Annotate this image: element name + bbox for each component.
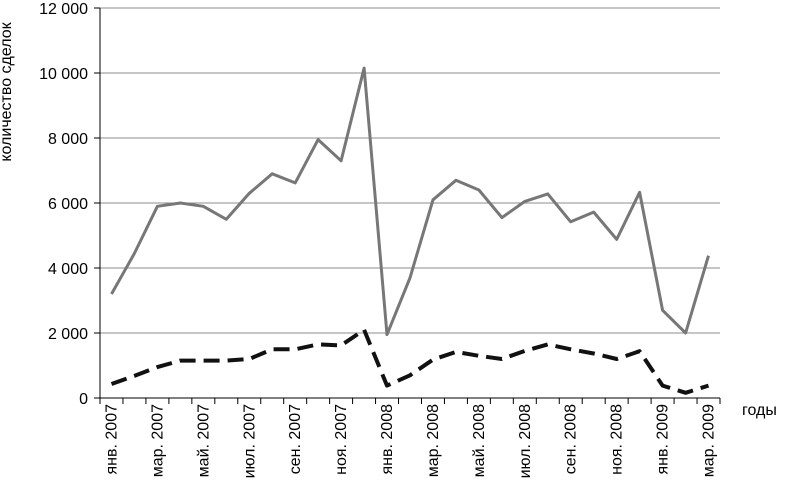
y-tick-label: 2 000 xyxy=(48,326,88,343)
x-tick-label: мар. 2008 xyxy=(425,404,442,477)
x-tick-label: май. 2008 xyxy=(471,404,488,477)
x-tick-label: сен. 2008 xyxy=(563,404,580,474)
x-tick-label: мар. 2007 xyxy=(149,404,166,477)
x-tick-label: янв. 2008 xyxy=(379,404,396,475)
y-tick-labels: 0 2 000 4 000 6 000 8 000 10 000 12 000 xyxy=(39,1,100,408)
y-tick-label: 0 xyxy=(79,391,88,408)
y-tick-label: 6 000 xyxy=(48,196,88,213)
x-tick-label: янв. 2009 xyxy=(655,404,672,475)
grid-lines xyxy=(100,7,720,334)
x-tick-labels: янв. 2007 мар. 2007 май. 2007 июл. 2007 сен.… xyxy=(99,398,721,479)
x-tick-label: янв. 2007 xyxy=(103,404,120,475)
x-tick-label: май. 2007 xyxy=(195,404,212,477)
x-tick-label: ноя. 2008 xyxy=(609,404,626,475)
y-tick-label: 10 000 xyxy=(39,66,88,83)
x-axis-title: годы xyxy=(742,402,777,419)
y-tick-label: 4 000 xyxy=(48,261,88,278)
series-line-solid xyxy=(110,66,710,337)
y-axis-title: количество сделок xyxy=(0,21,15,161)
series-line-dashed xyxy=(110,327,710,395)
y-tick-label: 8 000 xyxy=(48,131,88,148)
x-tick-label: ноя. 2007 xyxy=(333,404,350,475)
x-tick-label: мар. 2009 xyxy=(701,404,718,477)
x-tick-label: июл. 2008 xyxy=(517,404,534,479)
series-lines xyxy=(110,66,710,395)
y-tick-label: 12 000 xyxy=(39,1,88,18)
x-tick-label: июл. 2007 xyxy=(241,404,258,479)
x-tick-label: сен. 2007 xyxy=(287,404,304,474)
